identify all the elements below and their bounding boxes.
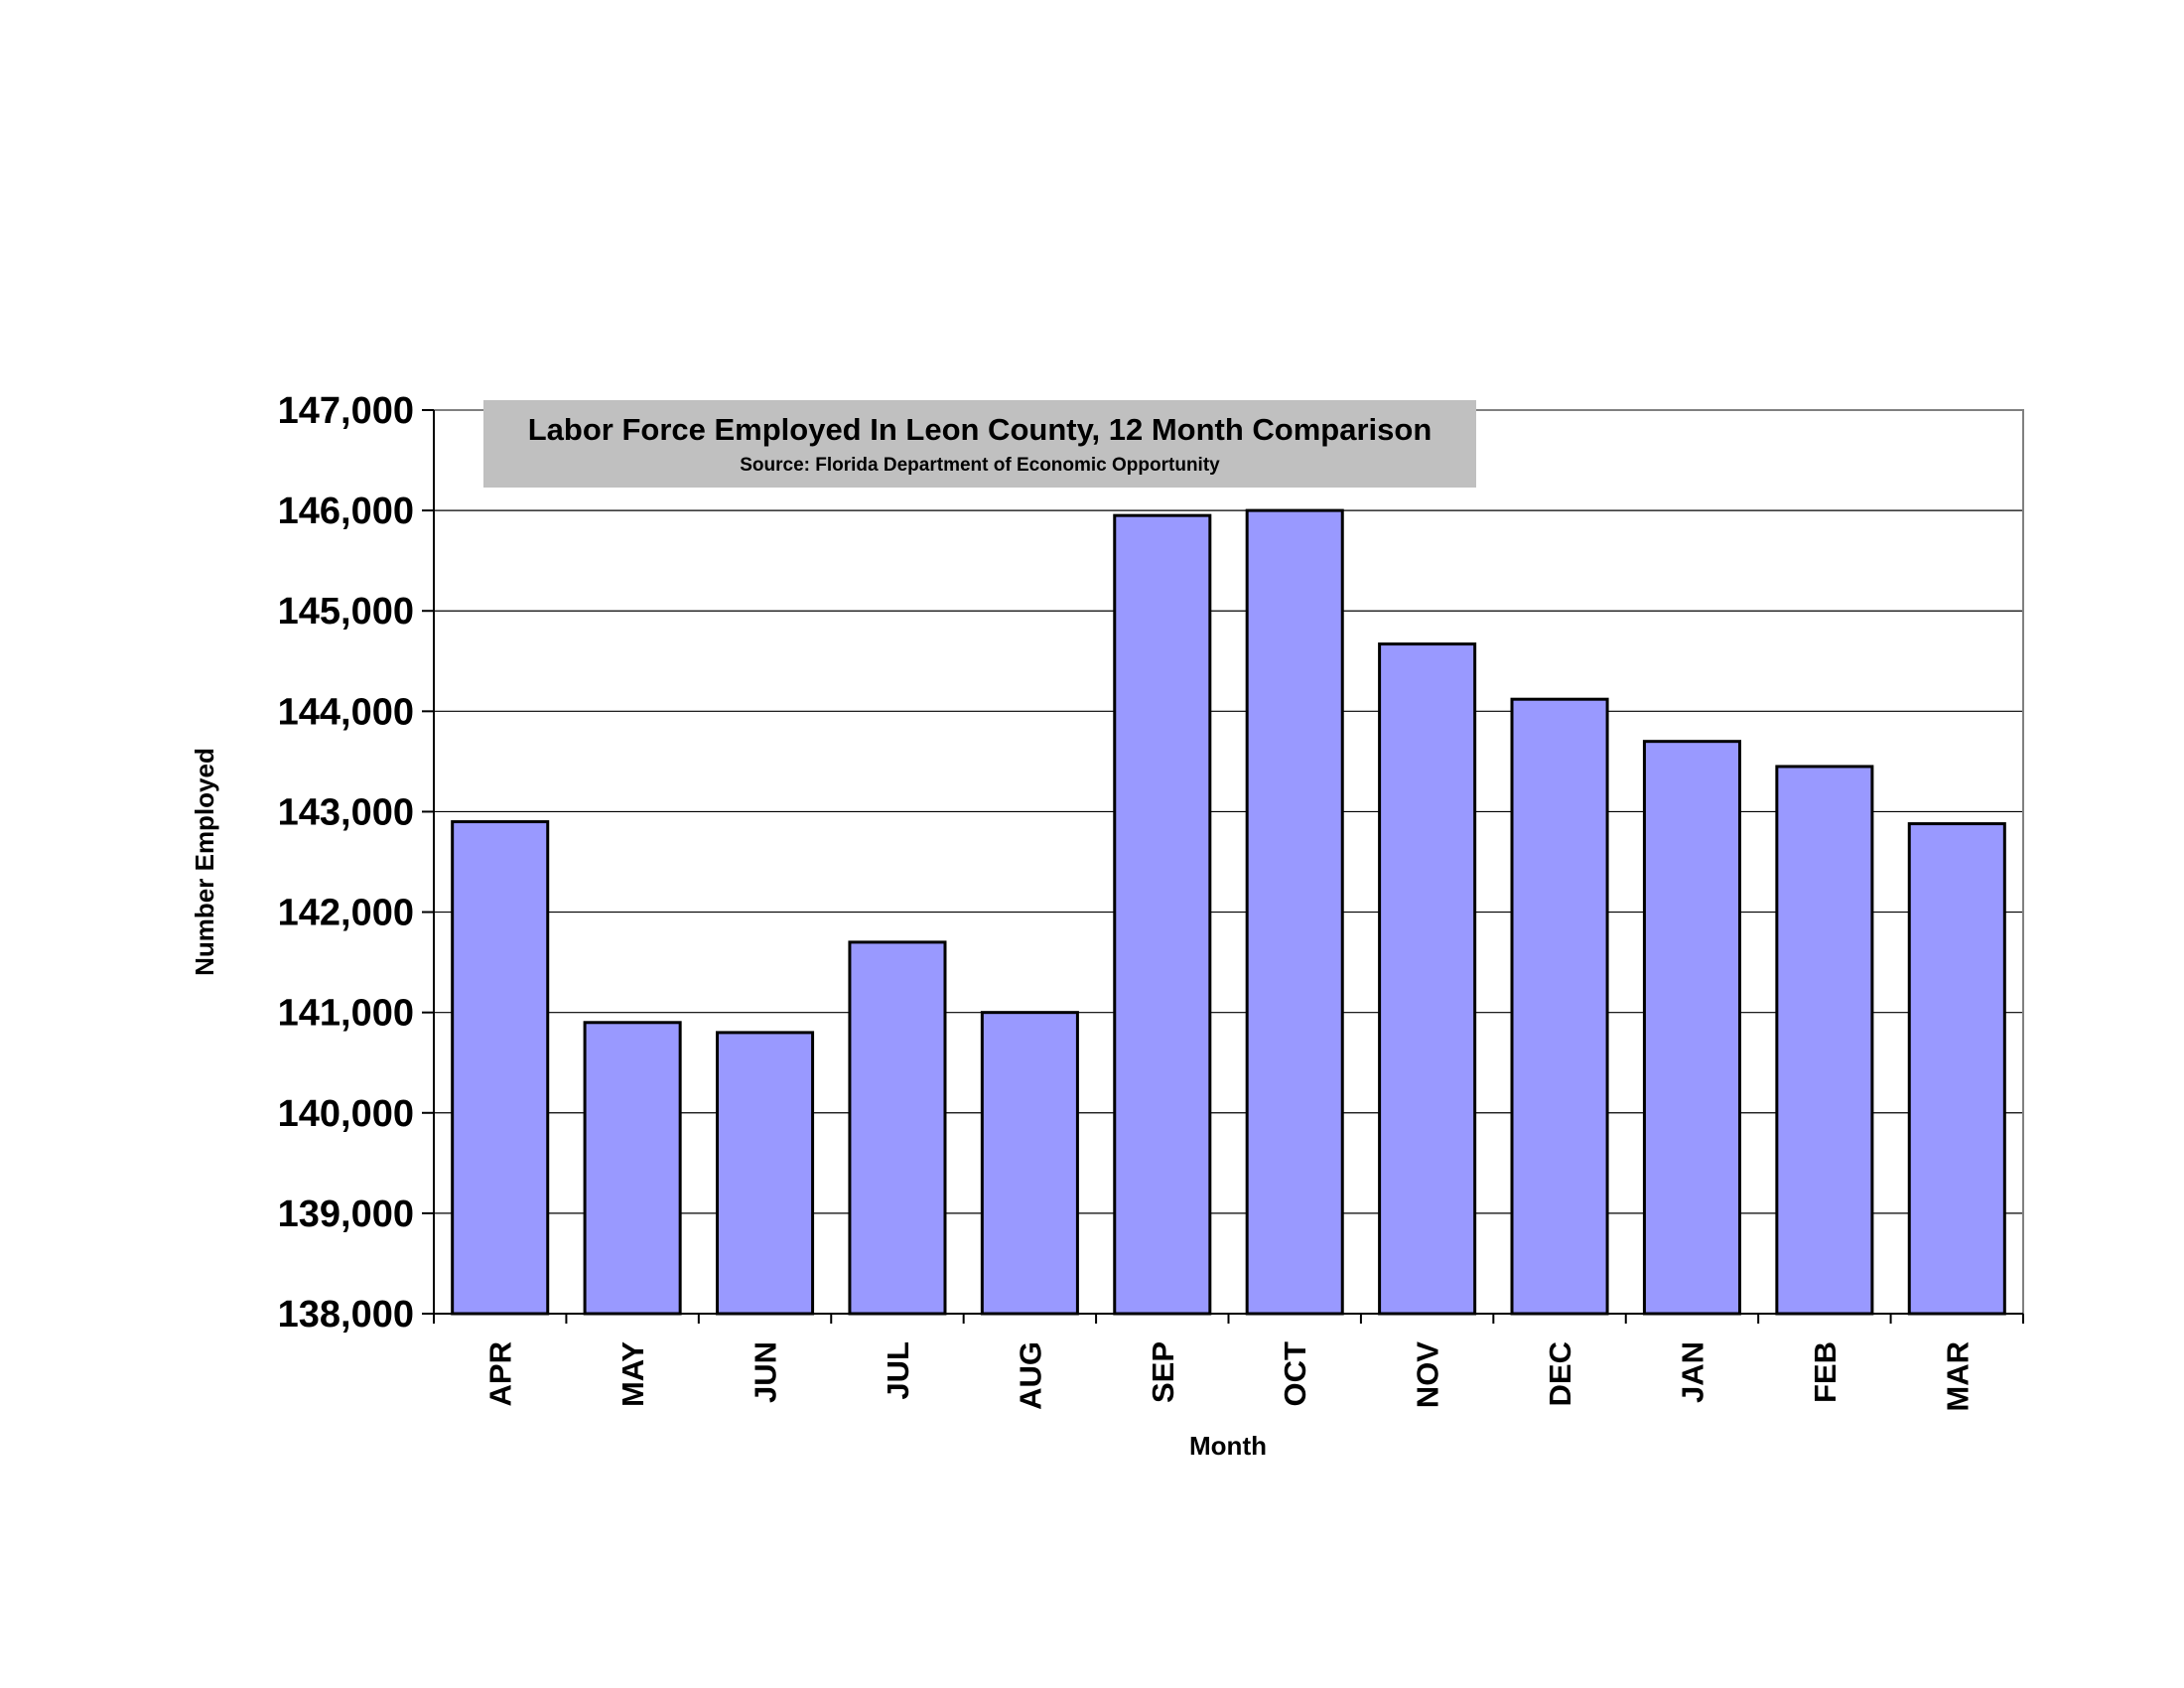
x-tick-label: AUG: [1013, 1341, 1047, 1410]
x-tick-label: MAR: [1940, 1341, 1975, 1412]
chart-title: Labor Force Employed In Leon County, 12 …: [528, 412, 1433, 447]
x-tick-label: OCT: [1278, 1341, 1312, 1407]
y-tick-label: 147,000: [278, 390, 414, 432]
x-tick-label: MAY: [615, 1341, 650, 1407]
bar-apr: [451, 820, 550, 1316]
x-tick-label: SEP: [1146, 1341, 1180, 1403]
x-tick-label: JUL: [881, 1341, 915, 1400]
y-tick-label: 140,000: [278, 1093, 414, 1135]
x-tick-label: NOV: [1411, 1341, 1445, 1409]
x-axis-title: Month: [1189, 1431, 1267, 1461]
bar-jul: [848, 940, 947, 1316]
y-tick-label: 139,000: [278, 1194, 414, 1235]
x-tick-label: DEC: [1543, 1341, 1577, 1406]
x-tick-label: APR: [483, 1341, 518, 1406]
bar-oct: [1245, 508, 1344, 1316]
y-tick-label: 138,000: [278, 1294, 414, 1336]
y-tick-label: 142,000: [278, 893, 414, 934]
bar-nov: [1378, 642, 1477, 1316]
bar-jan: [1642, 740, 1741, 1316]
x-tick-label: JAN: [1675, 1341, 1709, 1403]
title-background: [483, 400, 1476, 488]
bar-dec: [1510, 697, 1609, 1316]
y-axis-title: Number Employed: [190, 748, 219, 976]
x-tick-label: FEB: [1808, 1341, 1843, 1403]
y-tick-label: 141,000: [278, 993, 414, 1035]
x-axis: APR MAY JUN JUL AUG SEP OCT NOV DEC JAN FEB MAR: [433, 1313, 2024, 1412]
bar-feb: [1775, 765, 1874, 1316]
y-tick-label: 144,000: [278, 691, 414, 733]
bar-mar: [1907, 822, 2006, 1316]
bar-aug: [980, 1011, 1079, 1316]
y-tick-label: 143,000: [278, 791, 414, 833]
bars: [451, 508, 2006, 1316]
bar-may: [583, 1021, 682, 1316]
y-tick-label: 145,000: [278, 591, 414, 633]
title-box: Labor Force Employed In Leon County, 12 …: [483, 400, 1476, 488]
x-tick-label: JUN: [749, 1341, 783, 1403]
bar-jun: [716, 1031, 815, 1316]
y-axis: 138,000 139,000 140,000 141,000 142,000 143,0…: [278, 390, 435, 1336]
chart-subtitle: Source: Florida Department of Economic O…: [740, 455, 1220, 476]
y-tick-label: 146,000: [278, 491, 414, 532]
gridlines: [434, 509, 2023, 1214]
bar-sep: [1113, 513, 1212, 1316]
